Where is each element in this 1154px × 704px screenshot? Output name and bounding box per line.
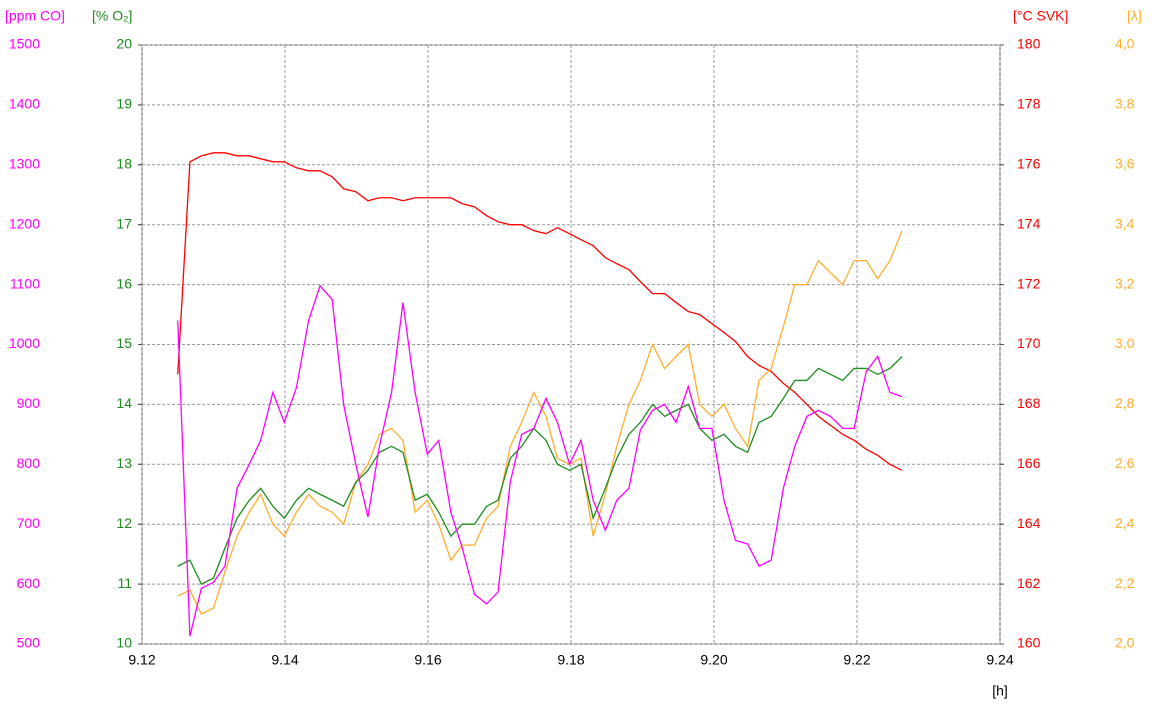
y-tick-label: 600 <box>17 575 41 591</box>
y-tick-label: 174 <box>1017 215 1041 231</box>
y-tick-label: 2,6 <box>1115 455 1135 471</box>
y-tick-label: 172 <box>1017 275 1041 291</box>
series-line <box>177 356 903 585</box>
y-tick-label: 800 <box>17 455 41 471</box>
y-axis-label: [λ] <box>1127 8 1142 24</box>
y-tick-label: 18 <box>116 156 132 172</box>
y-axis-label: [ppm CO] <box>5 8 65 24</box>
y-tick-label: 500 <box>17 635 41 651</box>
x-tick-label: 9.12 <box>128 652 155 668</box>
y-axis-label: [% O₂] <box>92 8 132 24</box>
y-tick-label: 19 <box>116 96 132 112</box>
y-tick-label: 160 <box>1017 635 1041 651</box>
y-tick-label: 162 <box>1017 575 1041 591</box>
y-tick-label: 4,0 <box>1115 36 1135 52</box>
x-axis-label: [h] <box>992 683 1008 699</box>
x-tick-label: 9.20 <box>700 652 727 668</box>
y-tick-label: 166 <box>1017 455 1041 471</box>
y-tick-label: 1400 <box>9 96 40 112</box>
y-tick-label: 1100 <box>10 275 40 291</box>
y-tick-label: 900 <box>17 395 41 411</box>
y-tick-label: 1300 <box>9 156 40 172</box>
x-tick-label: 9.24 <box>986 652 1013 668</box>
x-tick-label: 9.18 <box>557 652 584 668</box>
y-tick-label: 20 <box>116 36 132 52</box>
series-line <box>177 284 903 637</box>
x-tick-label: 9.22 <box>843 652 870 668</box>
y-tick-label: 1200 <box>9 215 40 231</box>
y-tick-label: 180 <box>1017 36 1041 52</box>
y-tick-label: 176 <box>1017 156 1041 172</box>
y-tick-label: 15 <box>116 335 132 351</box>
y-tick-label: 2,8 <box>1115 395 1135 411</box>
y-tick-label: 13 <box>116 455 132 471</box>
y-tick-label: 2,0 <box>1115 635 1135 651</box>
y-tick-label: 17 <box>116 215 132 231</box>
y-tick-label: 2,2 <box>1115 575 1135 591</box>
y-tick-label: 14 <box>116 395 132 411</box>
x-tick-label: 9.14 <box>271 652 298 668</box>
y-tick-label: 178 <box>1017 96 1041 112</box>
y-tick-label: 1000 <box>9 335 40 351</box>
y-tick-label: 168 <box>1017 395 1041 411</box>
y-tick-label: 3,8 <box>1115 96 1135 112</box>
y-tick-label: 16 <box>116 275 132 291</box>
y-tick-label: 164 <box>1017 515 1041 531</box>
y-tick-label: 11 <box>117 575 132 591</box>
y-tick-label: 3,0 <box>1115 335 1135 351</box>
y-tick-label: 2,4 <box>1115 515 1135 531</box>
y-tick-label: 1500 <box>9 36 40 52</box>
y-tick-label: 3,2 <box>1115 275 1135 291</box>
series-line <box>177 152 903 471</box>
y-tick-label: 3,6 <box>1115 156 1135 172</box>
y-axis-label: [°C SVK] <box>1013 8 1068 24</box>
x-tick-label: 9.16 <box>414 652 441 668</box>
plot-frame <box>141 44 1001 645</box>
series-line <box>177 230 903 615</box>
y-tick-label: 170 <box>1017 335 1041 351</box>
y-tick-label: 3,4 <box>1115 215 1135 231</box>
y-tick-label: 10 <box>116 635 132 651</box>
y-tick-label: 12 <box>116 515 132 531</box>
y-tick-label: 700 <box>17 515 41 531</box>
